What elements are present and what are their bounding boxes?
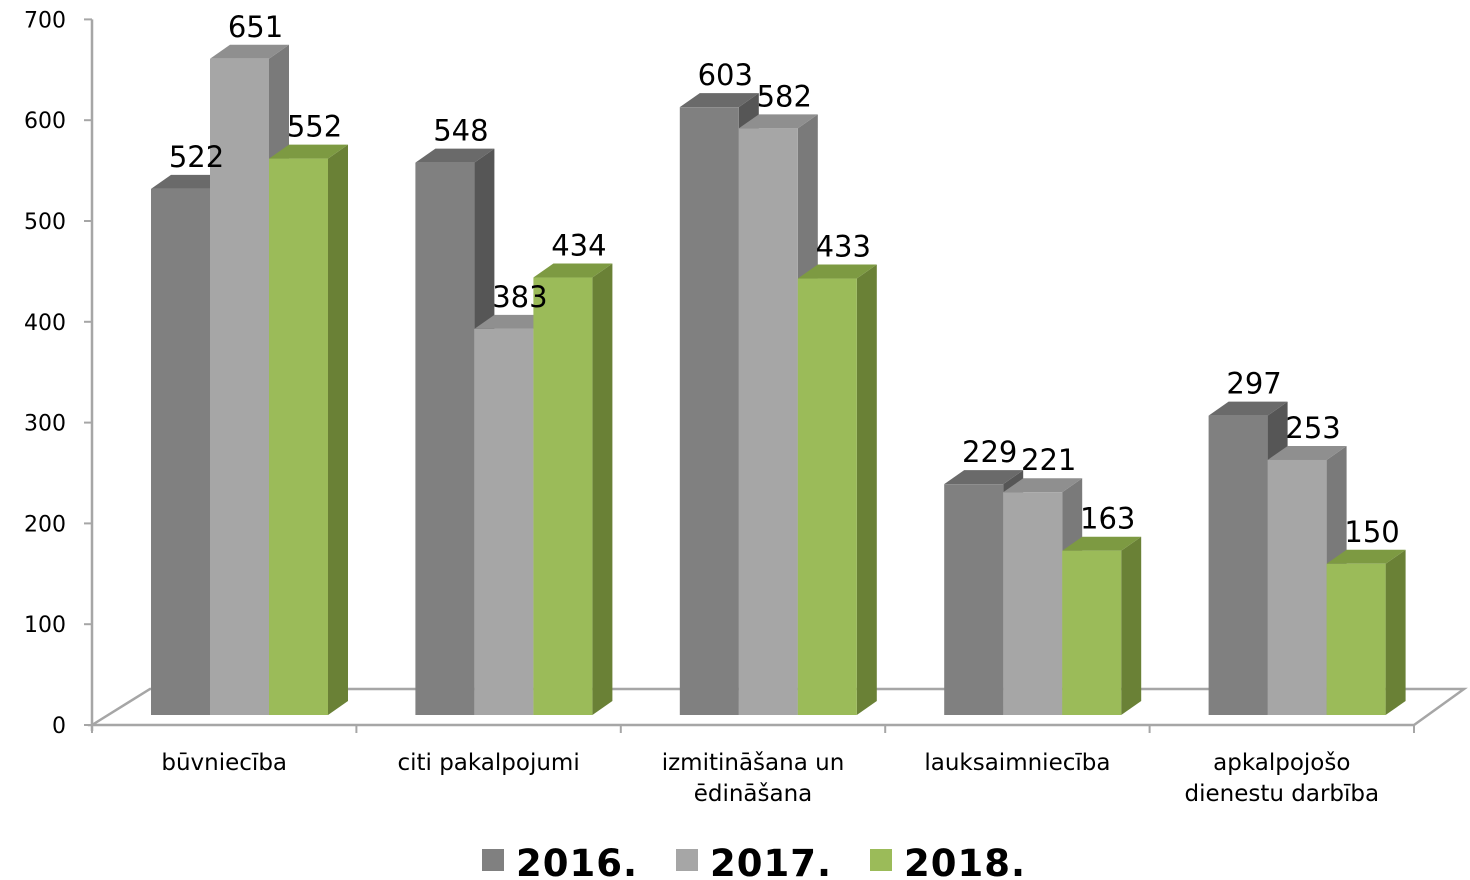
- legend-swatch: [676, 849, 698, 871]
- bar-front: [474, 328, 534, 715]
- legend-item: 2017.: [676, 842, 832, 880]
- bar: [1326, 549, 1406, 715]
- bar-series-group: [151, 44, 1406, 716]
- legend-label: 2016.: [516, 842, 638, 880]
- category-label-line: ēdināšana: [694, 781, 813, 807]
- bar-front: [1208, 415, 1268, 715]
- y-tick-label: 0: [52, 714, 66, 739]
- category-label: būvniecība: [161, 750, 287, 776]
- data-label: 150: [1344, 515, 1399, 549]
- data-label: 548: [433, 114, 488, 148]
- bar-side: [328, 144, 348, 716]
- bar-top: [679, 93, 759, 108]
- category-label-line: lauksaimniecība: [924, 750, 1110, 776]
- bar: [1062, 536, 1142, 715]
- y-axis: 0 100 200 300 400 500 600 700: [24, 8, 1415, 739]
- bar-top: [533, 263, 613, 278]
- data-label: 552: [287, 110, 342, 144]
- legend-label: 2018.: [904, 842, 1026, 880]
- bar-front: [415, 162, 475, 716]
- bar-top: [415, 148, 495, 163]
- y-tick-label: 300: [24, 412, 66, 437]
- data-label: 229: [962, 435, 1017, 469]
- bar-front: [210, 58, 269, 716]
- data-label: 582: [757, 79, 812, 113]
- bar-front: [1003, 492, 1063, 715]
- y-tick-label: 200: [24, 512, 66, 537]
- bar-top: [944, 470, 1024, 485]
- data-label: 651: [228, 10, 283, 44]
- bar: [269, 144, 348, 716]
- bar: [797, 264, 877, 715]
- bar-front: [797, 278, 857, 715]
- bar-side: [1121, 536, 1142, 715]
- y-tick-label: 100: [24, 613, 66, 638]
- bar-front: [269, 158, 328, 716]
- bar-front: [151, 188, 210, 716]
- bar-top: [1062, 536, 1142, 551]
- bar-front: [1326, 563, 1386, 715]
- category-label: apkalpojošo dienestu darbība: [1185, 750, 1380, 807]
- data-label: 433: [816, 230, 871, 264]
- category-label-line: būvniecība: [161, 750, 287, 776]
- bar-side: [592, 263, 613, 715]
- bar-front: [533, 277, 593, 715]
- bar-front: [679, 107, 739, 715]
- legend-item: 2016.: [482, 842, 638, 880]
- data-label: 163: [1080, 502, 1135, 536]
- bar-side: [856, 264, 877, 715]
- bar-top: [797, 264, 877, 279]
- data-label: 253: [1285, 411, 1340, 445]
- bar-front: [738, 128, 798, 715]
- data-label: 383: [492, 280, 547, 314]
- bar-front: [1062, 550, 1122, 715]
- bar-front: [944, 484, 1004, 715]
- bar-top: [1267, 445, 1347, 460]
- legend-swatch: [482, 849, 504, 871]
- data-label: 522: [169, 140, 224, 174]
- legend-label: 2017.: [710, 842, 832, 880]
- legend-item: 2018.: [870, 842, 1026, 880]
- bar-side: [1385, 549, 1406, 715]
- category-label-line: apkalpojošo: [1213, 750, 1350, 776]
- category-label-line: dienestu darbība: [1185, 781, 1380, 807]
- bar-top: [1208, 401, 1288, 416]
- y-tick-label: 400: [24, 311, 66, 336]
- bar-top: [210, 44, 289, 59]
- legend: 2016. 2017. 2018.: [482, 842, 1026, 880]
- category-label: citi pakalpojumi: [397, 750, 579, 776]
- y-tick-label: 500: [24, 210, 66, 235]
- bar-top: [738, 114, 818, 129]
- data-label: 434: [551, 229, 606, 263]
- category-label-line: citi pakalpojumi: [397, 750, 579, 776]
- bar-top: [269, 144, 348, 159]
- y-tick-label: 600: [24, 109, 66, 134]
- data-label: 603: [698, 58, 753, 92]
- data-label: 297: [1226, 367, 1281, 401]
- category-label: izmitināšana un ēdināšana: [662, 750, 845, 807]
- bar-top: [1003, 478, 1083, 493]
- data-label: 221: [1021, 443, 1076, 477]
- legend-swatch: [870, 849, 892, 871]
- category-labels: būvniecība citi pakalpojumi izmitināšana u…: [161, 750, 1379, 807]
- category-label-line: izmitināšana un: [662, 750, 845, 776]
- bar: [533, 263, 613, 715]
- y-tick-label: 700: [24, 8, 66, 33]
- bar-front: [1267, 459, 1327, 715]
- bar-top: [1326, 549, 1406, 564]
- category-label: lauksaimniecība: [924, 750, 1110, 776]
